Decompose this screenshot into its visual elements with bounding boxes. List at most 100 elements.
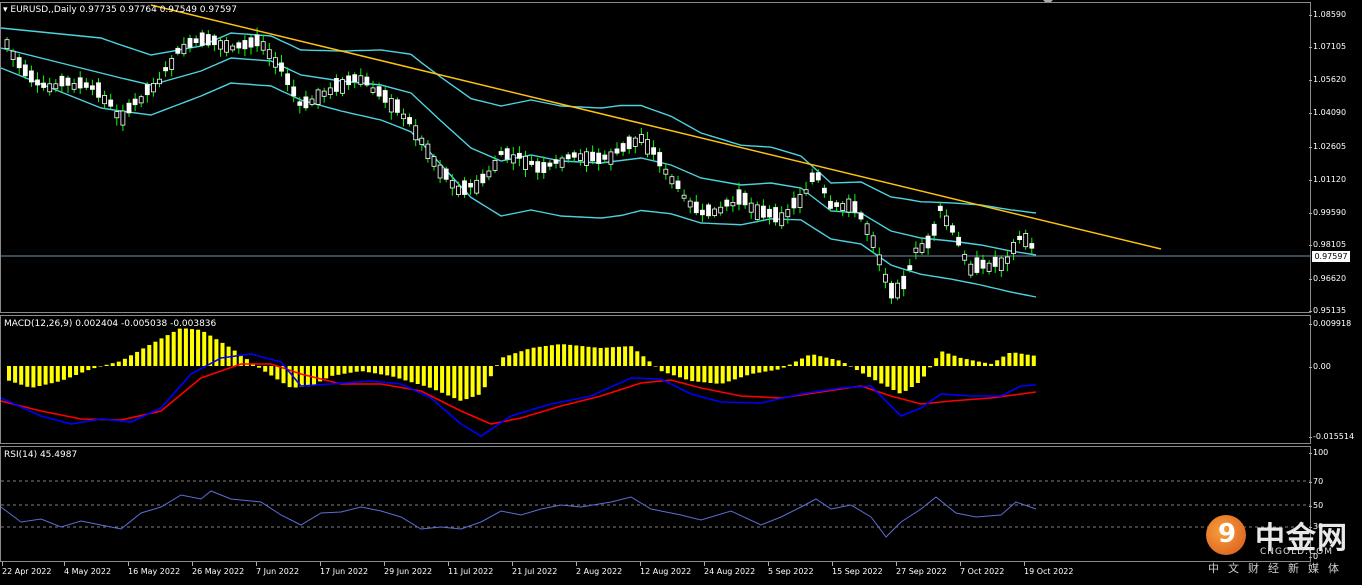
date-tick: 15 Sep 2022 — [832, 562, 883, 576]
macd-histogram-bar — [1007, 353, 1012, 366]
macd-histogram-bar — [946, 353, 951, 366]
candle-body — [944, 215, 949, 227]
macd-histogram-bar — [299, 366, 304, 387]
candle-body — [992, 256, 998, 267]
symbol-header: ▾ EURUSD,,Daily 0.97735 0.97764 0.97549 … — [3, 5, 237, 15]
candle-body — [517, 152, 522, 159]
candle-body — [28, 70, 34, 83]
candle-body — [614, 148, 620, 154]
macd-signal-line — [1, 363, 1037, 425]
macd-histogram-bar — [922, 366, 926, 377]
candle-body — [41, 82, 46, 88]
candle-body — [144, 84, 150, 96]
candle-body — [248, 37, 254, 48]
macd-histogram-bar — [458, 366, 463, 401]
candle-body — [413, 125, 419, 141]
current-price-tag: 0.97597 — [1312, 251, 1350, 262]
candle-body — [437, 164, 443, 179]
macd-histogram-bar — [159, 338, 164, 366]
price-chart-pane[interactable]: ▾ EURUSD,,Daily 0.97735 0.97764 0.97549 … — [0, 2, 1311, 313]
candle-body — [553, 159, 559, 164]
candle-body — [931, 223, 937, 236]
candle-body — [870, 235, 876, 248]
macd-histogram-bar — [763, 366, 768, 372]
macd-histogram-bar — [708, 366, 713, 383]
macd-histogram-bar — [403, 366, 408, 381]
collapse-icon[interactable]: ▾ — [3, 5, 8, 15]
candle-body — [565, 154, 571, 160]
cngold-logo-icon — [1206, 515, 1246, 555]
candle-body — [83, 82, 89, 88]
candle-body — [102, 95, 107, 105]
macd-histogram-bar — [68, 366, 72, 378]
macd-histogram-bar — [879, 366, 884, 384]
macd-histogram-bar — [74, 366, 79, 375]
candle-body — [773, 207, 778, 223]
candle-body — [1005, 256, 1010, 264]
candle-body — [10, 50, 16, 60]
candle-body — [907, 265, 913, 271]
rsi-tick: 70 — [1308, 477, 1324, 486]
macd-histogram-bar — [348, 366, 353, 373]
macd-histogram-bar — [129, 355, 133, 366]
candle-body — [541, 162, 547, 174]
macd-histogram-bar — [482, 366, 487, 388]
candle-body — [303, 96, 309, 109]
candle-body — [834, 202, 839, 207]
candle-body — [785, 209, 791, 218]
macd-histogram-bar — [135, 351, 140, 366]
macd-histogram-bar — [720, 366, 725, 384]
candle-body — [150, 83, 156, 93]
macd-canvas[interactable] — [1, 316, 1310, 443]
candle-body — [388, 98, 394, 113]
trendline — [150, 4, 1162, 250]
macd-histogram-bar — [19, 366, 24, 385]
candle-body — [602, 154, 608, 160]
candle-body — [876, 254, 882, 266]
candle-body — [4, 39, 10, 50]
macd-histogram-bar — [409, 366, 414, 383]
macd-histogram-bar — [513, 353, 518, 366]
candle-body — [199, 32, 205, 46]
candle-body — [980, 259, 986, 269]
candle-body — [504, 148, 510, 160]
date-tick: 7 Oct 2022 — [960, 562, 1005, 576]
macd-histogram-bar — [98, 366, 103, 367]
macd-histogram-bar — [220, 342, 225, 366]
rsi-pane[interactable]: RSI(14) 45.4987 — [0, 446, 1311, 562]
candle-body — [998, 257, 1004, 272]
candle-body — [370, 87, 376, 93]
candle-body — [693, 201, 699, 214]
candle-body — [620, 143, 626, 152]
date-tick: 12 Aug 2022 — [640, 562, 692, 576]
cngold-watermark: 9 中金网 CNGOLD.COM 中文财经新媒体 — [1200, 505, 1360, 580]
macd-histogram-bar — [519, 351, 524, 366]
macd-histogram-bar — [391, 366, 396, 377]
macd-histogram-bar — [238, 354, 243, 366]
candle-body — [797, 194, 803, 208]
macd-pane[interactable]: MACD(12,26,9) 0.002404 -0.005038 -0.0038… — [0, 315, 1311, 444]
macd-histogram-bar — [787, 364, 792, 366]
candle-body — [315, 89, 321, 105]
macd-histogram-bar — [153, 341, 158, 366]
macd-histogram-bar — [970, 360, 975, 366]
macd-histogram-bar — [92, 366, 97, 369]
macd-histogram-bar — [867, 366, 872, 377]
candle-body — [211, 35, 217, 46]
candle-body — [724, 199, 730, 207]
symbol-label: EURUSD,,Daily — [10, 5, 77, 15]
macd-histogram-bar — [360, 366, 365, 372]
macd-histogram-bar — [257, 366, 262, 368]
price-chart-canvas[interactable] — [1, 3, 1310, 312]
macd-histogram-bar — [342, 366, 347, 374]
date-tick: 4 May 2022 — [64, 562, 112, 576]
macd-tick: 0.00 — [1309, 362, 1331, 371]
candle-body — [193, 38, 199, 43]
macd-histogram-bar — [7, 366, 11, 381]
macd-histogram-bar — [885, 366, 890, 387]
candle-body — [309, 98, 315, 105]
rsi-canvas[interactable] — [1, 447, 1310, 561]
candle-body — [1029, 243, 1035, 249]
candle-body — [968, 263, 974, 276]
price-tick: 1.01120 — [1308, 175, 1347, 184]
